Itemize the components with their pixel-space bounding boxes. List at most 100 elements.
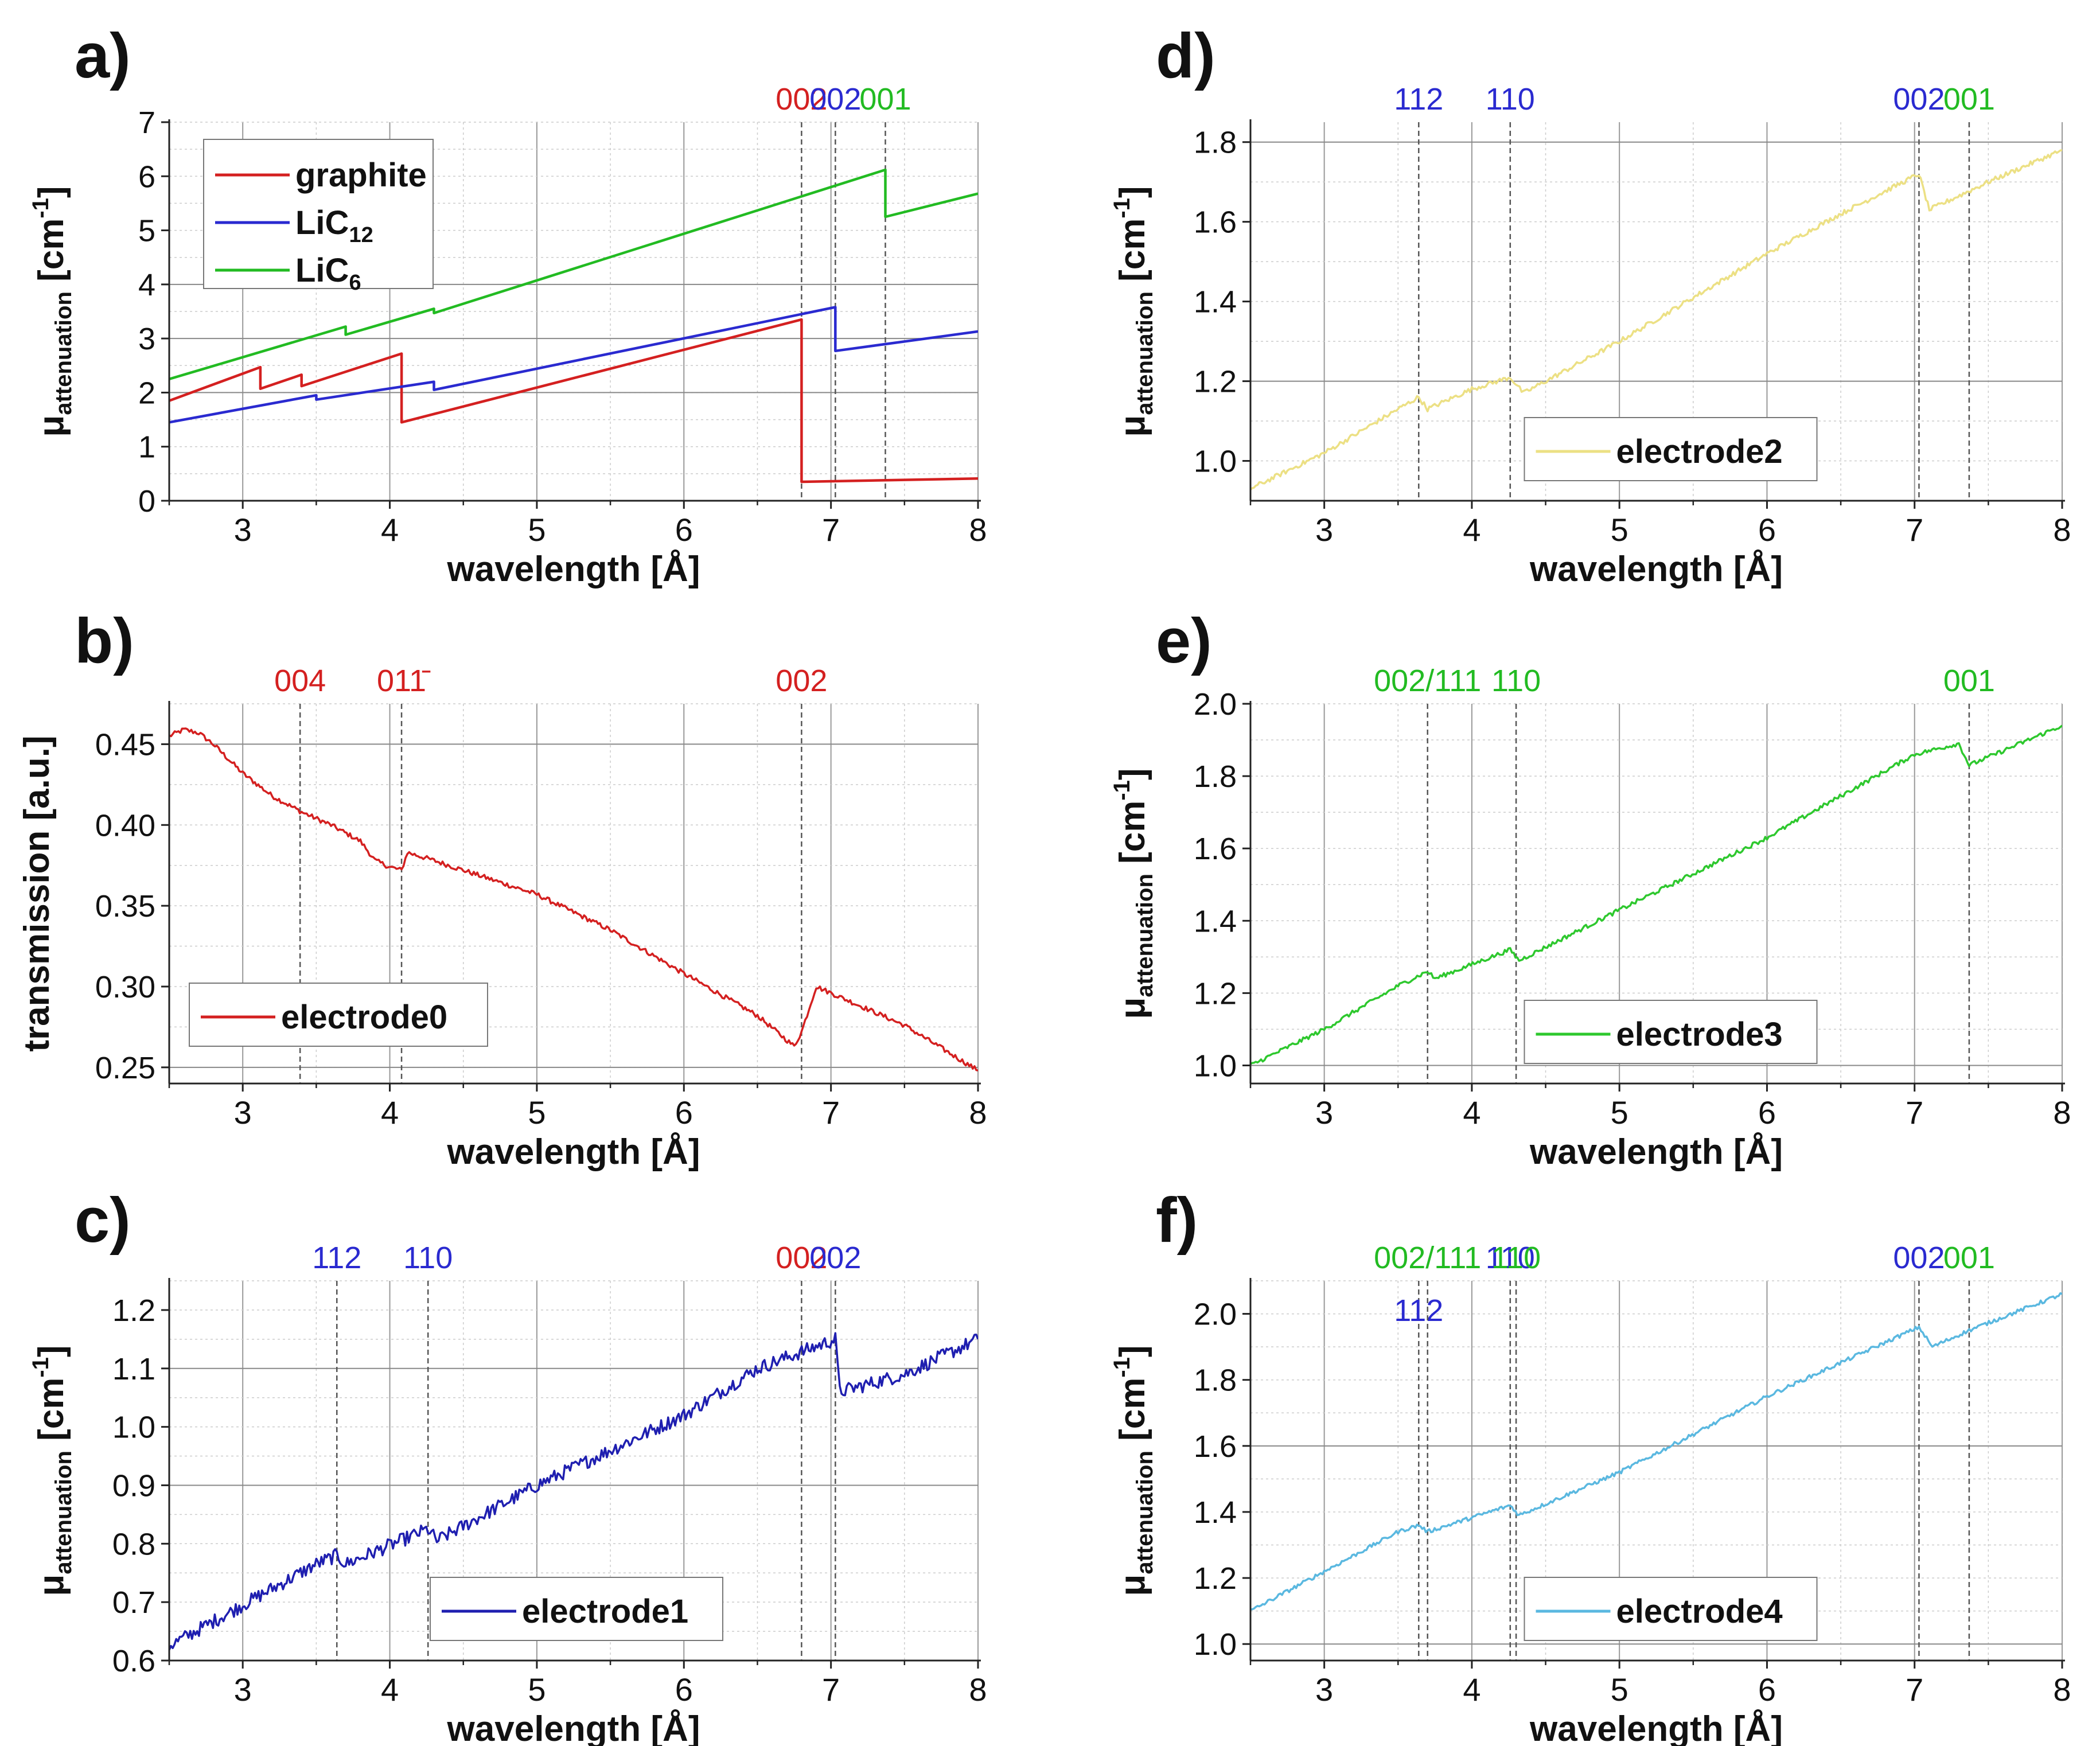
y-tick-label: 0.40 — [95, 808, 155, 843]
series-line-LiC6 — [169, 168, 978, 381]
y-tick-label: 0.30 — [95, 970, 155, 1004]
x-tick-label: 5 — [1611, 1671, 1628, 1708]
y-tick-label: 0.7 — [112, 1585, 155, 1620]
panel-letter: c) — [75, 1185, 131, 1256]
legend-label: electrode0 — [281, 999, 447, 1036]
y-axis-label: transmission [a.u.] — [17, 735, 57, 1051]
legend-box — [203, 139, 434, 289]
x-axis-label: wavelength [Å] — [1529, 1709, 1783, 1746]
legend-box — [430, 1577, 723, 1641]
edge-label: 002 — [776, 82, 827, 116]
x-tick-label: 3 — [1315, 1671, 1333, 1708]
legend-label: graphite — [295, 157, 427, 194]
series-line-graphite — [169, 318, 978, 484]
x-tick-label: 6 — [675, 1671, 693, 1708]
edge-label: 002 — [1893, 1241, 1945, 1275]
x-tick-label: 3 — [234, 512, 252, 548]
x-tick-label: 6 — [1758, 1094, 1776, 1131]
edge-label: 001 — [859, 82, 911, 116]
x-axis-label: wavelength [Å] — [1529, 549, 1783, 589]
series-group — [169, 168, 978, 484]
legend: electrode2 — [1524, 417, 1818, 481]
x-tick-label: 3 — [1315, 1094, 1333, 1131]
x-tick-label: 5 — [1611, 512, 1628, 548]
y-tick-label: 2.0 — [1194, 1297, 1237, 1332]
x-tick-label: 8 — [2053, 1671, 2071, 1708]
y-tick-label: 1.0 — [112, 1410, 155, 1445]
edge-label: 002/111 — [1374, 664, 1481, 698]
edge-label: 002 — [809, 1241, 861, 1275]
legend-label: electrode2 — [1616, 433, 1783, 470]
y-axis-label: μattenuation [cm-1] — [28, 186, 76, 437]
series-group — [169, 727, 978, 1072]
x-tick-label: 4 — [381, 512, 399, 548]
y-tick-label: 1.6 — [1194, 1429, 1237, 1464]
x-tick-label: 5 — [528, 1094, 546, 1131]
panel-letter: e) — [1156, 606, 1212, 676]
edge-label: 110 — [1486, 1241, 1535, 1275]
y-tick-label: 1.2 — [1194, 976, 1237, 1011]
y-axis-label: μattenuation [cm-1] — [1109, 186, 1158, 437]
y-tick-label: 0.6 — [112, 1644, 155, 1678]
legend-label: electrode4 — [1616, 1593, 1783, 1630]
legend: electrode0 — [189, 983, 488, 1047]
grid — [1250, 1280, 2063, 1661]
y-tick-label: 0.35 — [95, 889, 155, 923]
x-axis-label: wavelength [Å] — [1529, 1132, 1783, 1172]
grid — [169, 703, 979, 1084]
x-tick-label: 6 — [675, 512, 693, 548]
x-tick-label: 5 — [528, 512, 546, 548]
x-tick-label: 8 — [2053, 1094, 2071, 1131]
y-axis-label: μattenuation [cm-1] — [1109, 768, 1158, 1019]
x-tick-label: 5 — [1611, 1094, 1628, 1131]
y-tick-label: 1.8 — [1194, 759, 1237, 794]
panel-letter: b) — [75, 606, 134, 676]
y-tick-label: 0.9 — [112, 1468, 155, 1503]
edge-label: 112 — [1394, 82, 1443, 116]
x-axis-label: wavelength [Å] — [447, 549, 700, 589]
x-tick-label: 4 — [1463, 1671, 1480, 1708]
edge-label: 002 — [776, 1241, 827, 1275]
x-tick-label: 4 — [1463, 512, 1480, 548]
y-tick-label: 1.6 — [1194, 832, 1237, 866]
series-group — [1250, 1292, 2062, 1611]
legend-label: electrode1 — [522, 1593, 688, 1630]
y-tick-label: 7 — [138, 106, 155, 140]
x-tick-label: 5 — [528, 1671, 546, 1708]
legend-box — [1524, 1000, 1818, 1064]
legend-label: LiC12 — [295, 204, 373, 247]
x-tick-label: 8 — [2053, 512, 2071, 548]
panel-b: b) 004 011̄ 002 3 4 5 6 7 8 0.25 0.30 0.35 0.40 0.45 wa… — [17, 606, 987, 1172]
y-tick-label: 1.1 — [112, 1352, 155, 1386]
edge-label: 002/111 — [1374, 1241, 1481, 1275]
panel-letter: d) — [1156, 21, 1215, 91]
x-tick-label: 7 — [1906, 512, 1923, 548]
legend: electrode4 — [1524, 1577, 1818, 1641]
y-tick-label: 1.2 — [1194, 1561, 1237, 1596]
y-tick-label: 4 — [138, 268, 155, 302]
y-tick-label: 1.0 — [1194, 1049, 1237, 1083]
y-axis-label: μattenuation [cm-1] — [28, 1345, 76, 1596]
legend-box — [1524, 417, 1818, 481]
panel-e: e) 002/111 110 001 3 4 5 6 7 8 1.0 1.2 1.4 1.6 1.8 2.0 w… — [1109, 606, 2071, 1172]
edge-label: 110 — [403, 1241, 453, 1275]
series-line-electrode1 — [169, 1332, 978, 1651]
series-line-electrode3 — [1250, 724, 2062, 1065]
x-tick-label: 4 — [1463, 1094, 1480, 1131]
panel-letter: f) — [1156, 1185, 1198, 1256]
y-tick-label: 3 — [138, 322, 155, 356]
y-tick-label: 1.8 — [1194, 1363, 1237, 1398]
series-line-electrode4 — [1250, 1292, 2062, 1611]
series-group — [169, 1332, 978, 1651]
x-tick-label: 4 — [381, 1094, 399, 1131]
y-tick-label: 0.45 — [95, 727, 155, 762]
x-tick-label: 8 — [969, 1094, 987, 1131]
edge-label: 001 — [1943, 82, 1995, 116]
x-axis-label: wavelength [Å] — [447, 1709, 700, 1746]
legend: electrode1 — [430, 1577, 723, 1641]
x-tick-label: 3 — [234, 1671, 252, 1708]
legend-label: electrode3 — [1616, 1016, 1783, 1053]
edge-label: 001 — [1943, 1241, 1995, 1275]
y-tick-label: 1.0 — [1194, 1627, 1237, 1662]
